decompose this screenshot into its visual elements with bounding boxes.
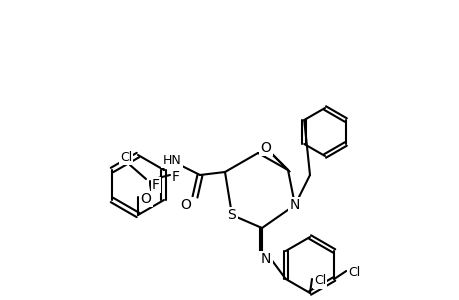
Text: Cl: Cl [120, 151, 132, 164]
Text: Cl: Cl [313, 274, 325, 287]
Text: S: S [227, 208, 236, 222]
Text: Cl: Cl [347, 266, 359, 280]
Text: F: F [151, 178, 160, 192]
Text: O: O [140, 192, 151, 206]
Text: F: F [172, 170, 179, 184]
Text: N: N [260, 252, 271, 266]
Text: N: N [289, 198, 300, 212]
Text: HN: HN [162, 154, 181, 166]
Text: O: O [260, 141, 271, 155]
Text: O: O [180, 198, 191, 212]
